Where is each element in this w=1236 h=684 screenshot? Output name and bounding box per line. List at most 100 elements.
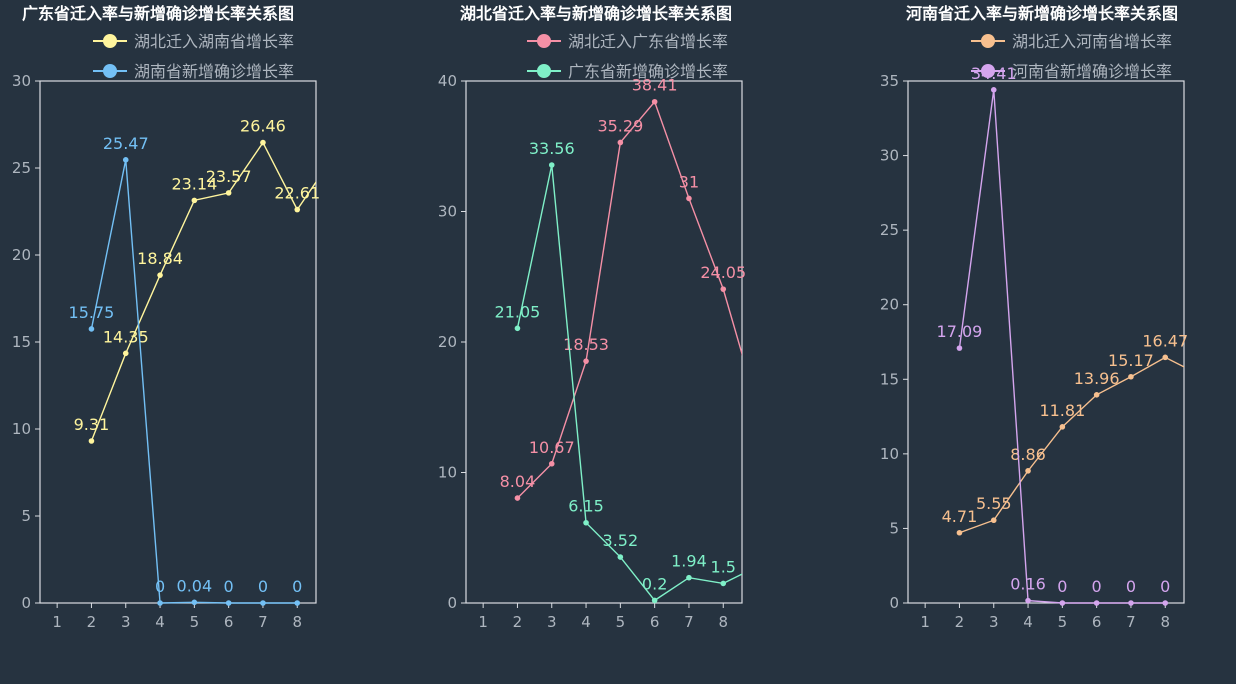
data-label: 9.31 <box>74 415 110 434</box>
legend-marker-icon <box>103 64 117 78</box>
y-tick-label: 0 <box>889 594 899 612</box>
data-point[interactable] <box>260 600 266 606</box>
data-point[interactable] <box>1059 600 1066 606</box>
data-point[interactable] <box>191 599 198 606</box>
data-label: 0 <box>292 577 302 596</box>
data-label: 15.75 <box>69 303 115 322</box>
data-point[interactable] <box>1059 424 1066 430</box>
plot-frame <box>907 80 1185 604</box>
y-tick-label: 25 <box>12 159 31 177</box>
x-tick-label: 7 <box>1126 613 1136 631</box>
data-point[interactable] <box>720 580 727 587</box>
x-tick-label: 2 <box>513 613 523 631</box>
data-point[interactable] <box>583 358 589 364</box>
y-tick-label: 20 <box>12 246 31 264</box>
data-point[interactable] <box>1162 600 1169 606</box>
data-point[interactable] <box>1025 468 1031 474</box>
data-label: 33.56 <box>529 139 575 158</box>
data-point[interactable] <box>88 438 95 444</box>
series-line <box>959 356 1184 534</box>
data-label: 18.84 <box>137 249 183 268</box>
legend-item-2[interactable]: 湖南省新增确诊增长率 <box>93 62 294 81</box>
series-2: 15.75 25.47 0 0.04 0 0 0 <box>69 134 302 606</box>
data-label: 8.04 <box>500 472 536 491</box>
data-label: 16.47 <box>1142 331 1188 350</box>
data-label: 8.86 <box>1010 445 1046 464</box>
y-tick-label: 40 <box>438 72 457 90</box>
data-point[interactable] <box>990 86 997 93</box>
x-tick-label: 3 <box>547 613 557 631</box>
chart-panel-2: 湖北省迁入率与新增确诊增长率关系图 0 10 20 30 40 1 2 3 4 5 6 7 8 8.04 10… <box>438 4 746 631</box>
data-point[interactable] <box>294 206 301 213</box>
data-point[interactable] <box>157 600 163 606</box>
x-tick-label: 1 <box>52 613 62 631</box>
data-point[interactable] <box>651 98 658 105</box>
data-label: 24.05 <box>700 263 746 282</box>
data-point[interactable] <box>514 325 521 332</box>
data-label: 0.16 <box>1010 575 1046 594</box>
data-point[interactable] <box>956 345 963 351</box>
data-label: 0 <box>155 577 165 596</box>
data-label: 10.67 <box>529 438 575 457</box>
data-label: 11.81 <box>1039 401 1085 420</box>
data-label: 0 <box>1126 577 1136 596</box>
data-point[interactable] <box>225 190 232 196</box>
legend-label: 湖北迁入广东省增长率 <box>568 32 728 51</box>
data-point[interactable] <box>1128 373 1134 380</box>
data-point[interactable] <box>990 517 997 524</box>
data-point[interactable] <box>617 554 624 560</box>
x-tick-label: 2 <box>87 613 97 631</box>
data-point[interactable] <box>260 139 266 146</box>
legend-marker-icon <box>537 34 551 48</box>
legend-marker-icon <box>981 34 995 48</box>
x-tick-label: 5 <box>190 613 200 631</box>
data-point[interactable] <box>548 162 555 168</box>
data-point[interactable] <box>191 197 198 204</box>
data-label: 0 <box>1057 577 1067 596</box>
data-point[interactable] <box>514 495 521 501</box>
data-point[interactable] <box>122 157 129 163</box>
data-point[interactable] <box>956 529 963 536</box>
data-point[interactable] <box>1093 600 1100 606</box>
data-point[interactable] <box>225 600 232 606</box>
data-point[interactable] <box>1025 597 1031 604</box>
data-label: 0 <box>1092 577 1102 596</box>
y-tick-label: 10 <box>880 445 899 463</box>
legend-item-2[interactable]: 河南省新增确诊增长率 <box>971 62 1172 81</box>
x-tick-label: 5 <box>1058 613 1068 631</box>
legend-item-1[interactable]: 湖北迁入湖南省增长率 <box>93 32 294 51</box>
data-point[interactable] <box>583 519 589 526</box>
x-tick-label: 4 <box>581 613 591 631</box>
data-point[interactable] <box>294 600 301 606</box>
data-point[interactable] <box>1162 354 1169 361</box>
data-point[interactable] <box>157 272 163 278</box>
x-tick-label: 3 <box>121 613 131 631</box>
data-point[interactable] <box>617 139 624 146</box>
legend-label: 河南省新增确诊增长率 <box>1012 62 1172 81</box>
x-tick-label: 7 <box>684 613 694 631</box>
legend-label: 广东省新增确诊增长率 <box>568 62 728 81</box>
series-1: 8.04 10.67 18.53 35.29 38.41 31 24.05 <box>500 76 746 501</box>
data-point[interactable] <box>686 574 692 581</box>
legend-label: 湖南省新增确诊增长率 <box>134 62 294 81</box>
data-point[interactable] <box>1093 391 1100 398</box>
data-point[interactable] <box>720 286 727 292</box>
x-tick-label: 8 <box>718 613 728 631</box>
data-label: 3.52 <box>603 531 639 550</box>
data-point[interactable] <box>651 597 658 604</box>
series-line <box>958 89 1166 604</box>
data-point[interactable] <box>88 326 95 332</box>
data-point[interactable] <box>548 460 555 467</box>
legend-item-2[interactable]: 广东省新增确诊增长率 <box>527 62 728 81</box>
data-point[interactable] <box>122 350 129 357</box>
data-point[interactable] <box>686 195 692 202</box>
data-label: 25.47 <box>103 134 149 153</box>
data-point[interactable] <box>1128 600 1134 606</box>
legend-item-1[interactable]: 湖北迁入广东省增长率 <box>527 32 728 51</box>
data-label: 13.96 <box>1074 369 1120 388</box>
legend-marker-icon <box>537 64 551 78</box>
legend-item-1[interactable]: 湖北迁入河南省增长率 <box>971 32 1172 51</box>
legend-marker-icon <box>103 34 117 48</box>
legend-label: 湖北迁入湖南省增长率 <box>134 32 294 51</box>
